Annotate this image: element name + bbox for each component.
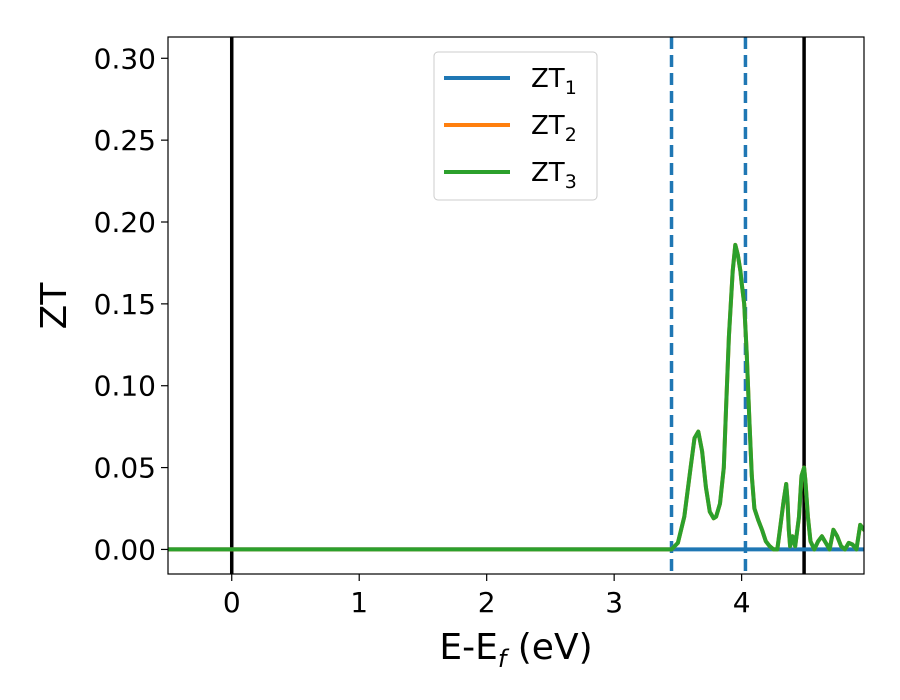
x-tick-label: 4 [733, 586, 751, 619]
plot-frame [167, 36, 865, 575]
y-axis-title: ZT [34, 282, 75, 330]
legend-box [433, 51, 598, 201]
x-axis-title-main: E-E [439, 627, 497, 668]
y-tick-label: 0.20 [94, 206, 156, 239]
y-tick-label: 0.10 [94, 370, 156, 403]
legend: ZT1 ZT2 ZT3 [433, 51, 598, 201]
x-tick-label: 1 [350, 586, 368, 619]
x-tick-label: 3 [605, 586, 623, 619]
legend-label-zt2: ZT2 [531, 111, 577, 146]
y-tick-label: 0.00 [94, 533, 156, 566]
y-tick-label: 0.30 [94, 42, 156, 75]
y-tick-label: 0.25 [94, 124, 156, 157]
x-axis-title: E-Ef (eV) [439, 627, 592, 673]
x-tick-label: 0 [223, 586, 241, 619]
legend-label-zt1: ZT1 [531, 64, 577, 99]
y-tick-label: 0.05 [94, 452, 156, 485]
series-line-zt3 [168, 242, 864, 552]
y-tick-label: 0.15 [94, 288, 156, 321]
x-tick-label: 2 [478, 586, 496, 619]
x-axis-title-unit: (eV) [506, 627, 592, 668]
legend-label-zt3: ZT3 [531, 158, 577, 193]
